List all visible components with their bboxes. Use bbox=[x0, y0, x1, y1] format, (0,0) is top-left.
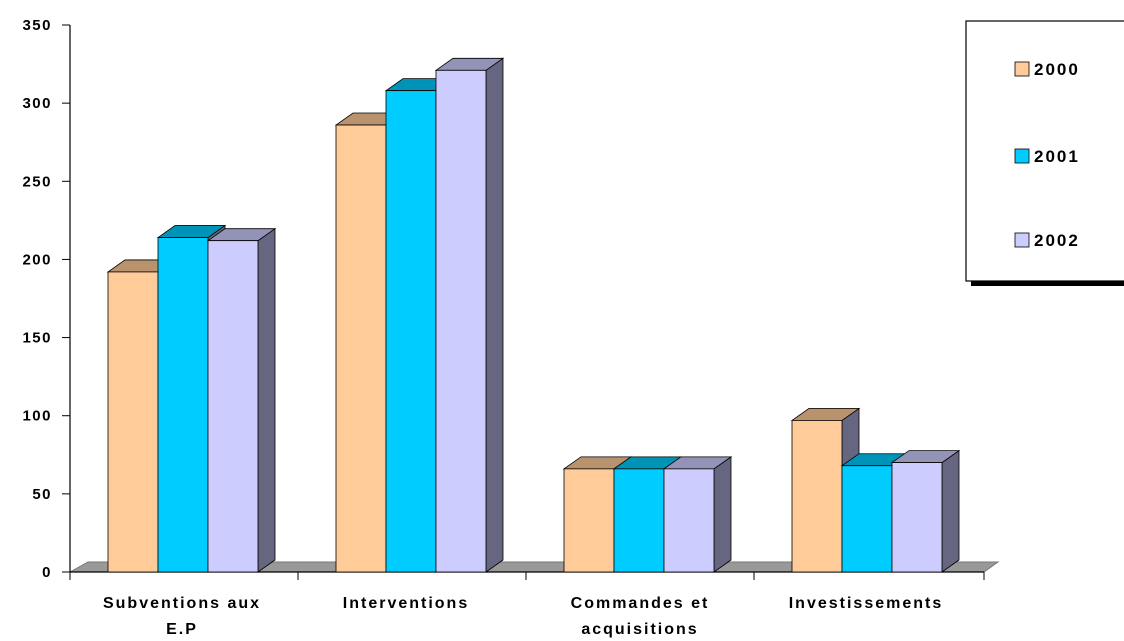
legend-item: 2001 bbox=[1014, 147, 1080, 166]
bar-front bbox=[435, 69, 487, 573]
bar-side bbox=[713, 456, 732, 573]
bar bbox=[662, 456, 733, 573]
legend-swatch bbox=[1014, 61, 1030, 77]
legend: 2000 2001 2002 bbox=[965, 20, 1124, 286]
y-tick-label: 50 bbox=[32, 486, 52, 503]
y-tick-label: 200 bbox=[22, 251, 52, 268]
bar-side bbox=[257, 227, 276, 573]
y-tick-label: 150 bbox=[22, 330, 52, 347]
legend-box bbox=[965, 20, 1124, 282]
bar-side bbox=[485, 57, 504, 573]
x-tick-label-line: Commandes et bbox=[571, 595, 710, 612]
legend-swatch bbox=[1014, 232, 1030, 248]
x-tick-label: Interventions bbox=[343, 595, 469, 612]
x-axis-labels: Subventions aux E.P Interventions Commandes… bbox=[103, 595, 944, 638]
x-tick-label: Commandes et acquisitions bbox=[571, 595, 710, 638]
bar-front bbox=[891, 462, 943, 573]
bar-front bbox=[613, 468, 665, 573]
bar-front bbox=[207, 240, 259, 573]
y-tick-label: 350 bbox=[22, 17, 52, 34]
bar bbox=[890, 449, 961, 573]
bar-front bbox=[791, 420, 843, 573]
x-tick-label-line: Investissements bbox=[789, 595, 944, 612]
legend-label: 2000 bbox=[1034, 60, 1080, 79]
y-axis: 0 50 100 150 200 250 300 350 bbox=[22, 17, 71, 581]
bar-front bbox=[663, 468, 715, 573]
bar-side bbox=[941, 449, 960, 573]
x-tick-label: Investissements bbox=[789, 595, 944, 612]
x-tick-label-line: Subventions aux bbox=[103, 595, 261, 612]
bar-front bbox=[563, 468, 615, 573]
legend-item: 2000 bbox=[1014, 60, 1080, 79]
y-tick-label: 300 bbox=[22, 95, 52, 112]
bar-front bbox=[841, 465, 893, 573]
bar bbox=[206, 227, 277, 573]
x-tick-label-line: Interventions bbox=[343, 595, 469, 612]
x-tick-label-line: E.P bbox=[166, 621, 198, 638]
y-tick-label: 250 bbox=[22, 173, 52, 190]
bar bbox=[434, 57, 505, 573]
bar-front bbox=[385, 90, 437, 573]
legend-swatch bbox=[1014, 148, 1030, 164]
bar-front bbox=[157, 237, 209, 573]
bar-front bbox=[107, 271, 159, 573]
legend-label: 2002 bbox=[1034, 231, 1080, 250]
y-tick-label: 0 bbox=[42, 564, 52, 581]
bars-layer bbox=[106, 57, 961, 573]
bar-front bbox=[335, 124, 387, 573]
legend-item: 2002 bbox=[1014, 231, 1080, 250]
y-tick-label: 100 bbox=[22, 408, 52, 425]
x-tick-label-line: acquisitions bbox=[581, 621, 698, 638]
legend-label: 2001 bbox=[1034, 147, 1080, 166]
x-tick-label: Subventions aux E.P bbox=[103, 595, 261, 638]
